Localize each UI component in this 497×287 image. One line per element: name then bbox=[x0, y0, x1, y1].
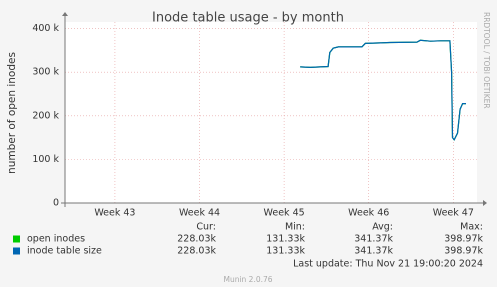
legend-swatch bbox=[13, 235, 20, 243]
stat-value: 398.97k bbox=[444, 234, 483, 245]
stat-value: 228.03k bbox=[177, 234, 216, 245]
stat-value: 341.37k bbox=[354, 234, 393, 245]
plot-area bbox=[65, 22, 477, 203]
chart-title: Inode table usage - by month bbox=[152, 11, 344, 26]
x-tick-label: Week 43 bbox=[94, 208, 135, 219]
x-tick-label: Week 45 bbox=[264, 208, 305, 219]
stat-value: 398.97k bbox=[444, 246, 483, 257]
x-tick-label: Week 46 bbox=[348, 208, 389, 219]
stat-header: Max: bbox=[460, 222, 483, 233]
series-line bbox=[300, 39, 466, 141]
footer: Munin 2.0.76 bbox=[223, 275, 272, 284]
legend-swatch bbox=[13, 247, 20, 255]
y-tick-label: 0 bbox=[53, 198, 59, 209]
y-axis-arrow bbox=[62, 12, 68, 16]
y-tick-label: 200 k bbox=[32, 110, 59, 121]
stat-value: 131.33k bbox=[266, 246, 305, 257]
y-tick-label: 300 k bbox=[32, 67, 59, 78]
x-tick-label: Week 44 bbox=[179, 208, 220, 219]
side-text: RRDTOOL / TOBI OETIKER bbox=[482, 12, 491, 109]
stat-value: 131.33k bbox=[266, 234, 305, 245]
last-update: Last update: Thu Nov 21 19:00:20 2024 bbox=[293, 259, 483, 270]
legend-label: inode table size bbox=[27, 246, 102, 257]
legend-label: open inodes bbox=[27, 234, 85, 245]
stat-value: 341.37k bbox=[354, 246, 393, 257]
x-tick-label: Week 47 bbox=[433, 208, 474, 219]
y-tick-label: 400 k bbox=[32, 23, 59, 34]
stat-header: Cur: bbox=[196, 222, 216, 233]
y-tick-label: 100 k bbox=[32, 154, 59, 165]
stat-value: 228.03k bbox=[177, 246, 216, 257]
x-axis-arrow bbox=[483, 200, 487, 206]
stat-header: Avg: bbox=[372, 222, 393, 233]
y-axis-label: number of open inodes bbox=[6, 52, 18, 174]
stat-header: Min: bbox=[285, 222, 305, 233]
